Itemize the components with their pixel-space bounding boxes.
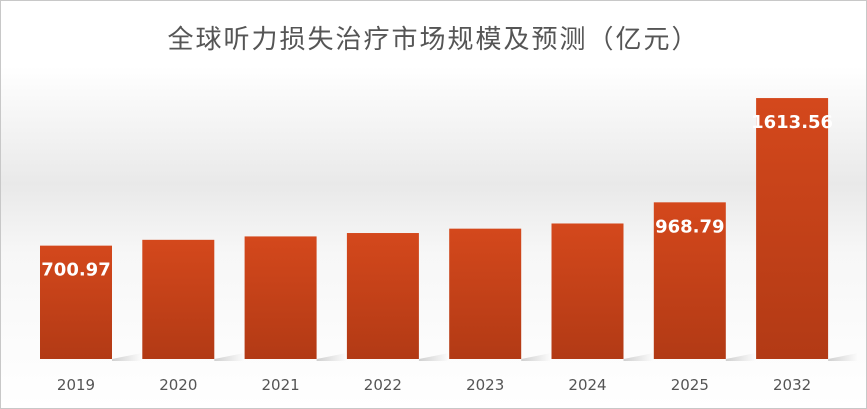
bar-shadow bbox=[725, 353, 756, 361]
data-label-2032: 1613.56 bbox=[751, 112, 833, 133]
bar-shadow bbox=[418, 353, 449, 361]
x-tick-label-2022: 2022 bbox=[364, 376, 402, 394]
bar-2019 bbox=[40, 245, 112, 359]
data-label-2025: 968.79 bbox=[655, 216, 724, 237]
bar-shadow bbox=[316, 353, 347, 361]
bar-2020 bbox=[142, 239, 215, 359]
bar-2025 bbox=[653, 202, 726, 359]
x-tick-labels-layer: 2019 2020 2021 2022 2023 2024 2025 2032 bbox=[57, 376, 811, 394]
x-tick-label-2024: 2024 bbox=[568, 376, 606, 394]
bar-shadow bbox=[623, 353, 654, 361]
bar-2022 bbox=[346, 233, 419, 359]
bar-2023 bbox=[449, 228, 522, 359]
x-tick-label-2019: 2019 bbox=[57, 376, 95, 394]
value-labels-layer: 700.97 968.79 1613.56 bbox=[41, 112, 833, 281]
x-tick-label-2020: 2020 bbox=[159, 376, 197, 394]
chart-title: 全球听力损失治疗市场规模及预测（亿元） bbox=[167, 25, 700, 55]
bars-layer bbox=[40, 98, 859, 361]
x-tick-label-2025: 2025 bbox=[671, 376, 709, 394]
bar-2032 bbox=[756, 98, 829, 359]
x-tick-label-2032: 2032 bbox=[773, 376, 811, 394]
bar-shadow bbox=[214, 353, 245, 361]
bar-shadow bbox=[828, 353, 859, 361]
bar-shadow bbox=[521, 353, 552, 361]
x-tick-label-2021: 2021 bbox=[262, 376, 300, 394]
bar-shadow bbox=[112, 353, 142, 361]
data-label-2019: 700.97 bbox=[41, 260, 110, 281]
bar-2024 bbox=[551, 223, 624, 359]
x-tick-label-2023: 2023 bbox=[466, 376, 504, 394]
bar-2021 bbox=[244, 236, 317, 359]
